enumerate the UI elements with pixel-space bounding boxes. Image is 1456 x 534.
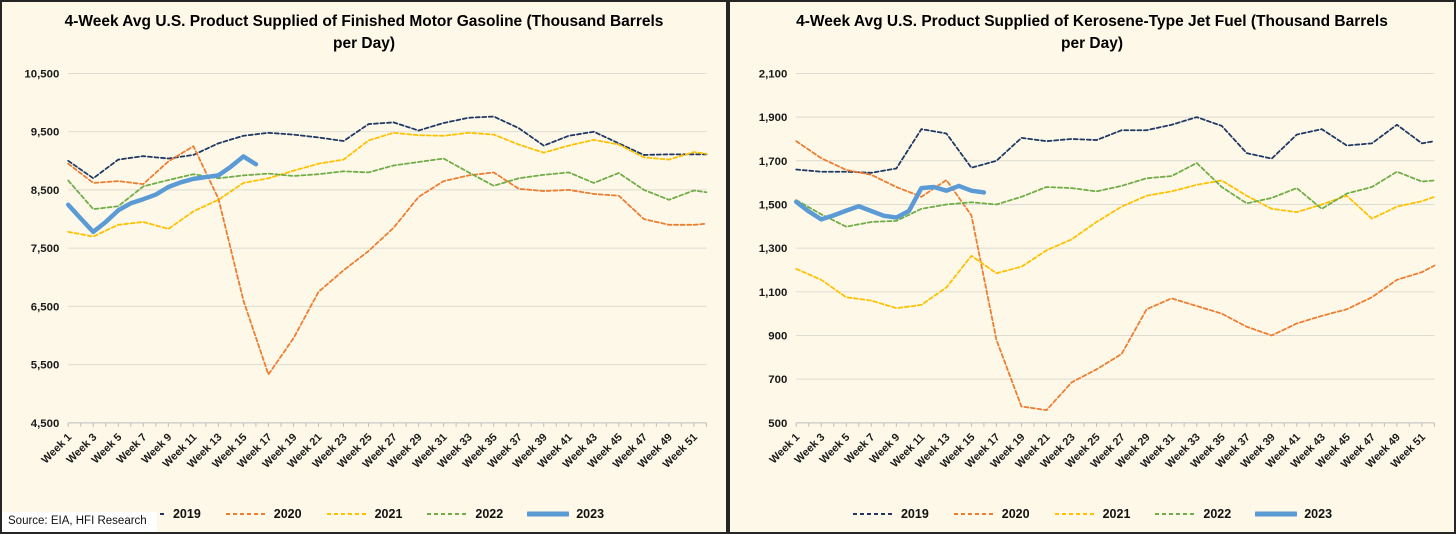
legend-item-2023: 2023	[527, 507, 604, 521]
legend-line-sample-2020	[225, 513, 266, 515]
y-tick-label: 10,500	[24, 68, 59, 80]
y-tick-label: 1,300	[759, 243, 788, 255]
y-tick-label: 700	[768, 374, 787, 386]
legend-label-2020: 2020	[1001, 507, 1030, 521]
legend-line-sample-2022	[427, 513, 468, 515]
series-line-2022	[67, 157, 708, 211]
legend-item-2021: 2021	[326, 507, 403, 521]
y-tick-label: 8,500	[31, 185, 60, 197]
gasoline-chart-title: 4-Week Avg U.S. Product Supplied of Fini…	[64, 13, 664, 53]
gasoline-chart-canvas: 4,5005,5006,5007,5008,5009,50010,500Week…	[24, 68, 708, 471]
legend-label-2022: 2022	[1203, 507, 1232, 521]
series-line-2020	[795, 140, 1436, 412]
legend-line-sample-2021	[326, 513, 367, 515]
legend-label-2023: 2023	[576, 507, 605, 521]
y-tick-label: 5,500	[31, 360, 60, 372]
y-tick-label: 7,500	[31, 243, 60, 255]
y-tick-label: 1,900	[759, 112, 788, 124]
series-line-2019	[67, 115, 708, 180]
legend-item-2019: 2019	[852, 507, 929, 521]
jetfuel-chart-legend: 2019 2020 2021 2022 2023	[730, 507, 1454, 521]
series-line-2021	[795, 179, 1436, 310]
y-tick-label: 4,500	[31, 418, 60, 430]
y-tick-label: 1,500	[759, 199, 788, 211]
legend-line-sample-2022	[1155, 513, 1196, 515]
legend-item-2019: 2019	[124, 507, 201, 521]
legend-label-2019: 2019	[900, 507, 929, 521]
legend-line-sample-2023	[1255, 511, 1298, 517]
y-tick-label: 6,500	[31, 301, 60, 313]
y-tick-label: 2,100	[759, 68, 788, 80]
legend-label-2022: 2022	[475, 507, 504, 521]
series-line-2023	[793, 183, 987, 222]
series-line-2023	[65, 154, 259, 235]
legend-line-sample-2021	[1054, 513, 1095, 515]
source-note: Source: EIA, HFI Research	[2, 512, 157, 532]
series-line-2019	[795, 116, 1436, 174]
y-tick-label: 9,500	[31, 127, 60, 139]
legend-line-sample-2019	[852, 513, 893, 515]
gasoline-chart-legend: 2019 2020 2021 2022 2023	[2, 507, 726, 521]
series-line-2021	[67, 131, 708, 238]
legend-item-2022: 2022	[426, 507, 503, 521]
legend-item-2022: 2022	[1154, 507, 1231, 521]
legend-label-2020: 2020	[273, 507, 302, 521]
legend-line-sample-2020	[953, 513, 994, 515]
jetfuel-chart-panel: 4-Week Avg U.S. Product Supplied of Kero…	[728, 0, 1456, 534]
legend-label-2023: 2023	[1304, 507, 1333, 521]
y-tick-label: 500	[768, 418, 787, 430]
legend-item-2020: 2020	[225, 507, 302, 521]
gasoline-chart-panel: 4-Week Avg U.S. Product Supplied of Fini…	[0, 0, 728, 534]
series-line-2020	[67, 145, 708, 376]
legend-item-2021: 2021	[1054, 507, 1131, 521]
legend-label-2021: 2021	[1102, 507, 1131, 521]
y-tick-label: 1,700	[759, 156, 788, 168]
legend-line-sample-2023	[527, 511, 570, 517]
y-tick-label: 1,100	[759, 287, 788, 299]
jetfuel-chart-canvas: 5007009001,1001,3001,5001,7001,9002,100W…	[759, 68, 1436, 471]
legend-item-2020: 2020	[953, 507, 1030, 521]
legend-label-2021: 2021	[374, 507, 403, 521]
jetfuel-chart-title: 4-Week Avg U.S. Product Supplied of Kero…	[796, 13, 1388, 53]
legend-label-2019: 2019	[172, 507, 201, 521]
legend-item-2023: 2023	[1255, 507, 1332, 521]
y-tick-label: 900	[768, 330, 787, 342]
